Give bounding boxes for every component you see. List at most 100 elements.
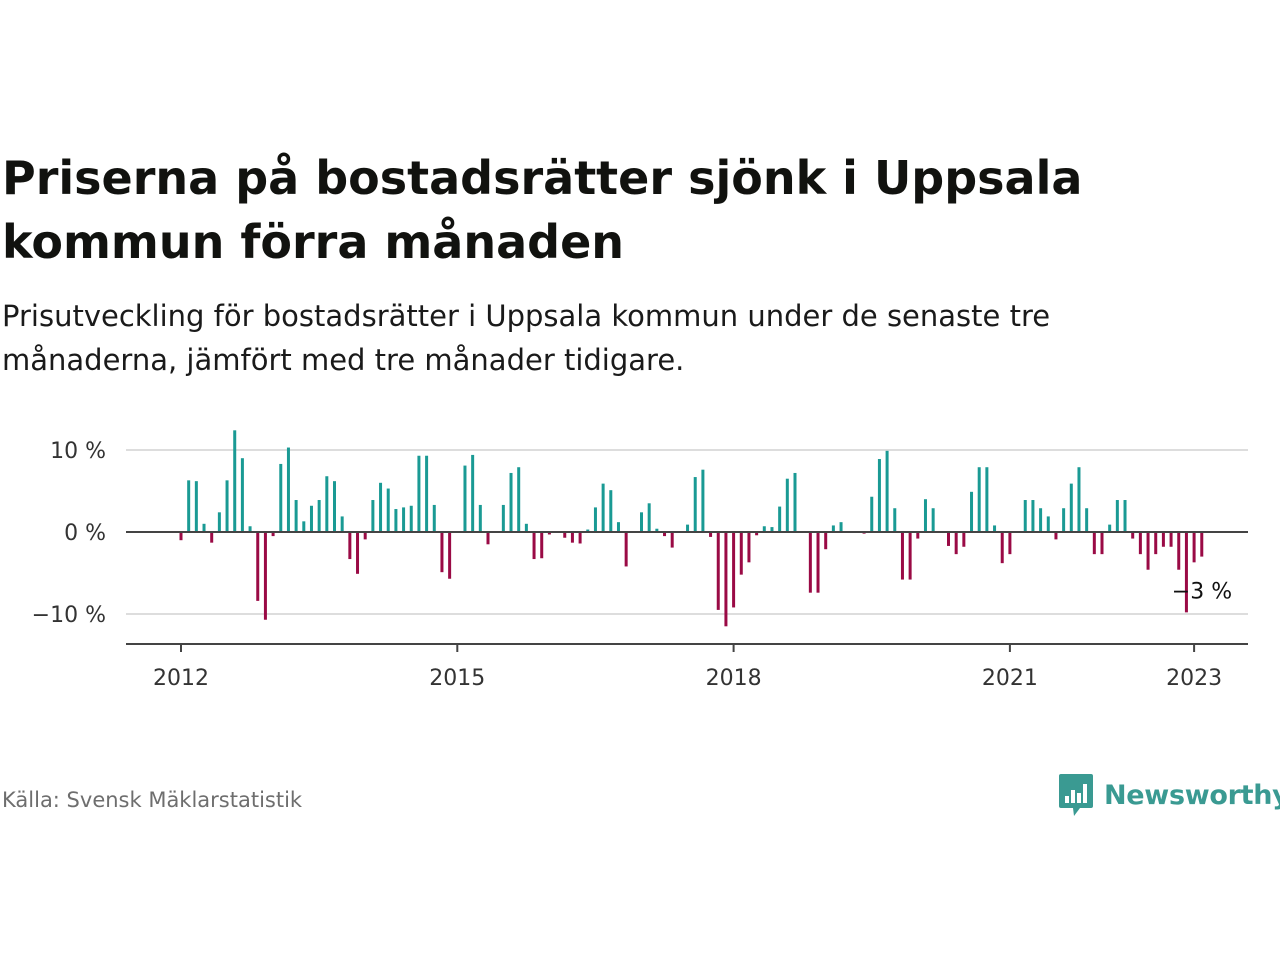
bar [962,532,966,547]
bar [271,532,275,537]
bar [386,488,390,532]
bar [425,455,429,532]
bar [478,504,482,532]
bar [471,454,475,532]
bar [609,490,613,532]
bar [340,516,344,532]
bar [363,532,367,540]
bar [686,524,690,532]
bar [279,463,283,532]
bar [1000,532,1004,564]
bar [440,532,444,573]
bar [1092,532,1096,555]
bar [808,532,812,593]
bar [778,506,782,532]
bar [448,532,452,579]
bar [709,532,713,537]
bar [839,522,843,532]
source-note: Källa: Svensk Mäklarstatistik [2,788,303,812]
bar [732,532,736,608]
bar [716,532,720,610]
y-tick-label: 10 % [50,439,106,464]
bar [916,532,920,539]
bar [463,465,467,532]
chart-title: Priserna på bostadsrätter sjönk i Uppsal… [2,151,1083,269]
bar [333,481,336,532]
brand-logo[interactable]: Newsworthy [1058,772,1280,818]
bar [371,500,375,532]
bar [900,532,904,580]
bar [724,532,728,627]
bar [417,455,421,532]
bar [770,527,774,532]
newsworthy-logo-icon [1059,774,1093,816]
bar [877,459,881,532]
bar [394,509,398,532]
bar [755,532,759,536]
bar [309,505,313,532]
bar [179,532,183,541]
bar [233,430,237,532]
annotation-label: −3 % [1172,580,1232,605]
bar [240,458,244,532]
bar [663,532,667,537]
bar [1054,532,1058,540]
bar [348,532,352,560]
bar [317,500,321,532]
bar [524,523,528,532]
bar [225,480,229,532]
x-tick-label: 2012 [153,666,209,691]
bar [286,447,290,532]
bar [217,512,221,532]
bar [885,450,889,532]
x-tick-label: 2018 [706,666,762,691]
bar [1008,532,1012,555]
bar [1154,532,1158,555]
bar [970,491,974,532]
bar [302,521,306,532]
bar [1085,508,1089,532]
bar [1177,532,1181,570]
bar [923,499,927,532]
x-tick-label: 2015 [429,666,485,691]
bar [1062,508,1066,532]
bar [256,532,260,601]
bar [248,526,252,532]
bar [294,500,298,532]
bar [1138,532,1142,555]
bar [624,532,628,567]
bar [977,467,981,532]
bar [356,532,360,574]
bar [501,504,505,532]
bar [1123,500,1127,532]
bar [870,496,874,532]
chart-subtitle: Prisutveckling för bostadsrätter i Uppsa… [2,299,1051,377]
bar [693,477,697,532]
bar [263,532,267,620]
bar [816,532,820,593]
bar [739,532,743,575]
bar [210,532,214,543]
bar [325,476,329,532]
bar [1039,508,1043,532]
bar [1161,532,1165,547]
bar [432,504,436,532]
bar [993,525,997,532]
x-tick-label: 2023 [1166,666,1222,691]
bar [593,507,597,532]
bar [578,532,582,544]
bar [402,507,406,532]
bar [547,532,551,535]
bar [1108,524,1112,532]
bar [486,532,490,545]
y-tick-label: −10 % [32,603,106,628]
bar [586,529,590,532]
bar [893,508,897,532]
bar [701,469,705,532]
bar [563,532,567,538]
bar [409,505,413,532]
bar [793,472,797,532]
bar [1115,500,1119,532]
bar [1023,500,1027,532]
bar [908,532,912,580]
